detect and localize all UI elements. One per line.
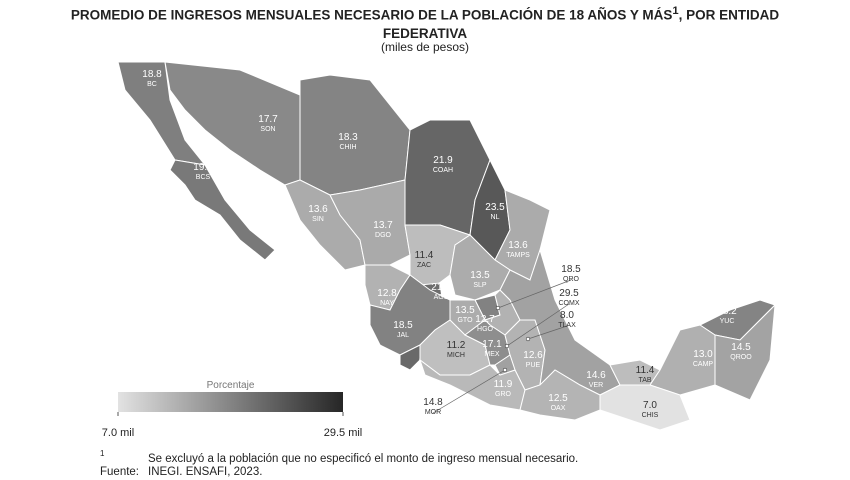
legend-bar: [118, 392, 343, 412]
state-value: 12.5: [548, 393, 568, 404]
state-name: COL: [378, 368, 393, 375]
state-name: YUC: [720, 318, 735, 325]
leader-dot: [504, 343, 510, 349]
state-value: 18.5: [561, 264, 581, 275]
state-name: QRO: [563, 276, 580, 283]
legend-title: Porcentaje: [207, 380, 255, 391]
state-value: 17.7: [258, 114, 278, 125]
state-value: 12.6: [523, 350, 543, 361]
state-value: 7.0: [643, 400, 657, 411]
state-name: NAY: [380, 300, 394, 307]
state-value: 11.9: [494, 379, 513, 390]
state: [714, 303, 776, 401]
state-name: QROO: [730, 354, 752, 361]
state-name: GRO: [495, 391, 512, 398]
state-value: 14.5: [731, 342, 751, 353]
state-value: 14.8: [423, 397, 443, 408]
subtitle: (miles de pesos): [380, 40, 470, 54]
state: [599, 384, 691, 431]
state: [399, 344, 421, 371]
footnote-mark: 1: [100, 449, 105, 458]
state-value: 12.7: [475, 314, 495, 325]
state-name: MOR: [425, 409, 441, 416]
state-value: 13.6: [508, 240, 528, 251]
state-value: 17.1: [482, 339, 502, 350]
state-value: 12.8: [377, 288, 397, 299]
title-text-end: , POR ENTIDAD FEDERATIVA: [382, 7, 780, 41]
state-value: 11.2: [447, 340, 466, 351]
state-name: SIN: [312, 216, 324, 223]
state-name: CAMP: [693, 361, 714, 368]
state-value: 21.5: [375, 356, 395, 367]
state-value: 21.0: [431, 282, 451, 293]
state-value: 13.7: [373, 220, 393, 231]
title-footnote-mark: 1: [672, 5, 679, 17]
state-name: JAL: [397, 332, 409, 339]
state-name: SON: [260, 126, 275, 133]
state: [169, 159, 276, 261]
leader-line: [527, 325, 568, 340]
state-value: 19.6: [193, 162, 213, 173]
state-value: 18.8: [142, 69, 162, 80]
state: [494, 354, 516, 376]
state-name: GTO: [457, 317, 473, 324]
title: PROMEDIO DE INGRESOS MENSUALES NECESARIO…: [30, 2, 820, 43]
state-name: AGS: [434, 294, 449, 301]
state-value: 18.3: [338, 132, 358, 143]
leader-line: [432, 369, 506, 414]
state-name: BC: [147, 81, 157, 88]
leader-line: [497, 279, 572, 309]
state-name: PUE: [526, 362, 541, 369]
source-text: INEGI. ENSAFI, 2023.: [148, 466, 263, 478]
state-value: 11.4: [636, 365, 655, 376]
state-name: VER: [589, 382, 603, 389]
state-name: OAX: [551, 405, 566, 412]
state-name: HGO: [477, 326, 494, 333]
state-name: COMX: [559, 300, 580, 307]
footnote-text: Se excluyó a la población que no especif…: [148, 453, 579, 465]
state-value: 8.0: [560, 310, 574, 321]
state-value: 11.4: [415, 250, 434, 261]
state-value: 21.9: [433, 155, 453, 166]
state-name: SLP: [473, 282, 487, 289]
state-name: DGO: [375, 232, 392, 239]
legend-tick-label: 7.0 mil: [102, 427, 134, 439]
state: [164, 61, 301, 186]
state-name: BCS: [196, 174, 211, 181]
legend-tick-label: 29.5 mil: [324, 427, 363, 439]
state: [329, 179, 411, 266]
state-value: 13.5: [470, 270, 490, 281]
title-text: PROMEDIO DE INGRESOS MENSUALES NECESARIO…: [70, 7, 673, 23]
state-value: 23.5: [485, 202, 505, 213]
state-name: TLAX: [558, 322, 576, 329]
state-name: MEX: [484, 351, 500, 358]
state-name: CHIH: [339, 144, 356, 151]
state-name: TAMPS: [506, 252, 530, 259]
state-value: 18.2: [717, 306, 737, 317]
state: [419, 358, 526, 411]
state: [519, 369, 601, 421]
state-value: 29.5: [559, 288, 579, 299]
state-value: 14.6: [586, 370, 606, 381]
state-value: 13.5: [455, 305, 475, 316]
state-value: 13.0: [693, 349, 713, 360]
leader-dot: [525, 336, 531, 342]
state-name: COAH: [433, 167, 453, 174]
leader-dot: [495, 305, 501, 311]
leader-line: [506, 303, 570, 347]
state-name: TAB: [638, 377, 651, 384]
leader-dot: [502, 367, 508, 373]
state-value: 13.6: [308, 204, 328, 215]
state-name: CHIS: [642, 412, 659, 419]
state: [649, 324, 716, 396]
source-label: Fuente:: [100, 466, 139, 478]
state-name: ZAC: [417, 262, 431, 269]
state-value: 18.5: [393, 320, 413, 331]
state-name: MICH: [447, 352, 465, 359]
state-name: NL: [491, 214, 500, 221]
